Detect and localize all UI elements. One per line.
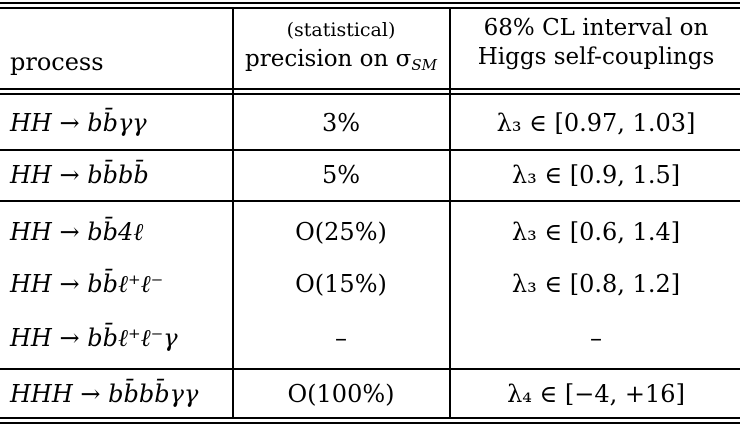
table-row-3-interval: λ₃ ∈ [0.6, 1.4] <box>511 218 681 246</box>
header-double-rule-2 <box>0 93 740 95</box>
column-divider-2 <box>449 9 451 417</box>
table-row-4-interval: λ₃ ∈ [0.8, 1.2] <box>511 270 681 298</box>
table-row-6-precision: O(100%) <box>287 379 395 408</box>
table-row-1-process: HH → bb̄γγ <box>10 109 147 137</box>
bottom-double-rule-2 <box>0 422 740 424</box>
table-row-5-process: HH → bb̄ℓ⁺ℓ⁻γ <box>10 323 178 352</box>
table-row-6-process: HHH → bb̄bb̄γγ <box>10 379 199 408</box>
column-divider-1 <box>232 9 234 417</box>
header-interval: 68% CL interval on Higgs self-couplings <box>452 14 740 72</box>
table-row-1-precision: 3% <box>321 109 361 137</box>
top-double-rule-2 <box>0 7 740 9</box>
header-precision-line2: precision on σSM <box>244 46 437 74</box>
table-row-3-precision: O(25%) <box>295 218 387 246</box>
table-row-6-interval: λ₄ ∈ [−4, +16] <box>507 379 685 408</box>
header-process: process <box>10 48 104 76</box>
table-row-4-precision: O(15%) <box>295 270 387 298</box>
table-row-5-precision: – <box>335 324 347 352</box>
row-rule-3 <box>0 368 740 370</box>
table-row-2-interval: λ₃ ∈ [0.9, 1.5] <box>511 161 681 189</box>
bottom-double-rule-1 <box>0 417 740 419</box>
row-rule-2 <box>0 200 740 202</box>
table-row-2-precision: 5% <box>321 161 361 189</box>
header-precision: (statistical) precision on σSM <box>234 16 448 74</box>
header-interval-line1: 68% CL interval on <box>483 15 709 41</box>
row-rule-1 <box>0 149 740 151</box>
top-double-rule-1 <box>0 2 740 4</box>
header-double-rule-1 <box>0 88 740 90</box>
table-row-2-process: HH → bb̄bb̄ <box>10 161 149 189</box>
table-row-4-process: HH → bb̄ℓ⁺ℓ⁻ <box>10 269 164 298</box>
header-precision-line1: (statistical) <box>286 19 396 41</box>
header-interval-line2: Higgs self-couplings <box>477 44 715 70</box>
table-row-5-interval: – <box>590 324 602 352</box>
table-row-3-process: HH → bb̄4ℓ <box>10 217 144 246</box>
table-row-1-interval: λ₃ ∈ [0.97, 1.03] <box>496 109 696 137</box>
